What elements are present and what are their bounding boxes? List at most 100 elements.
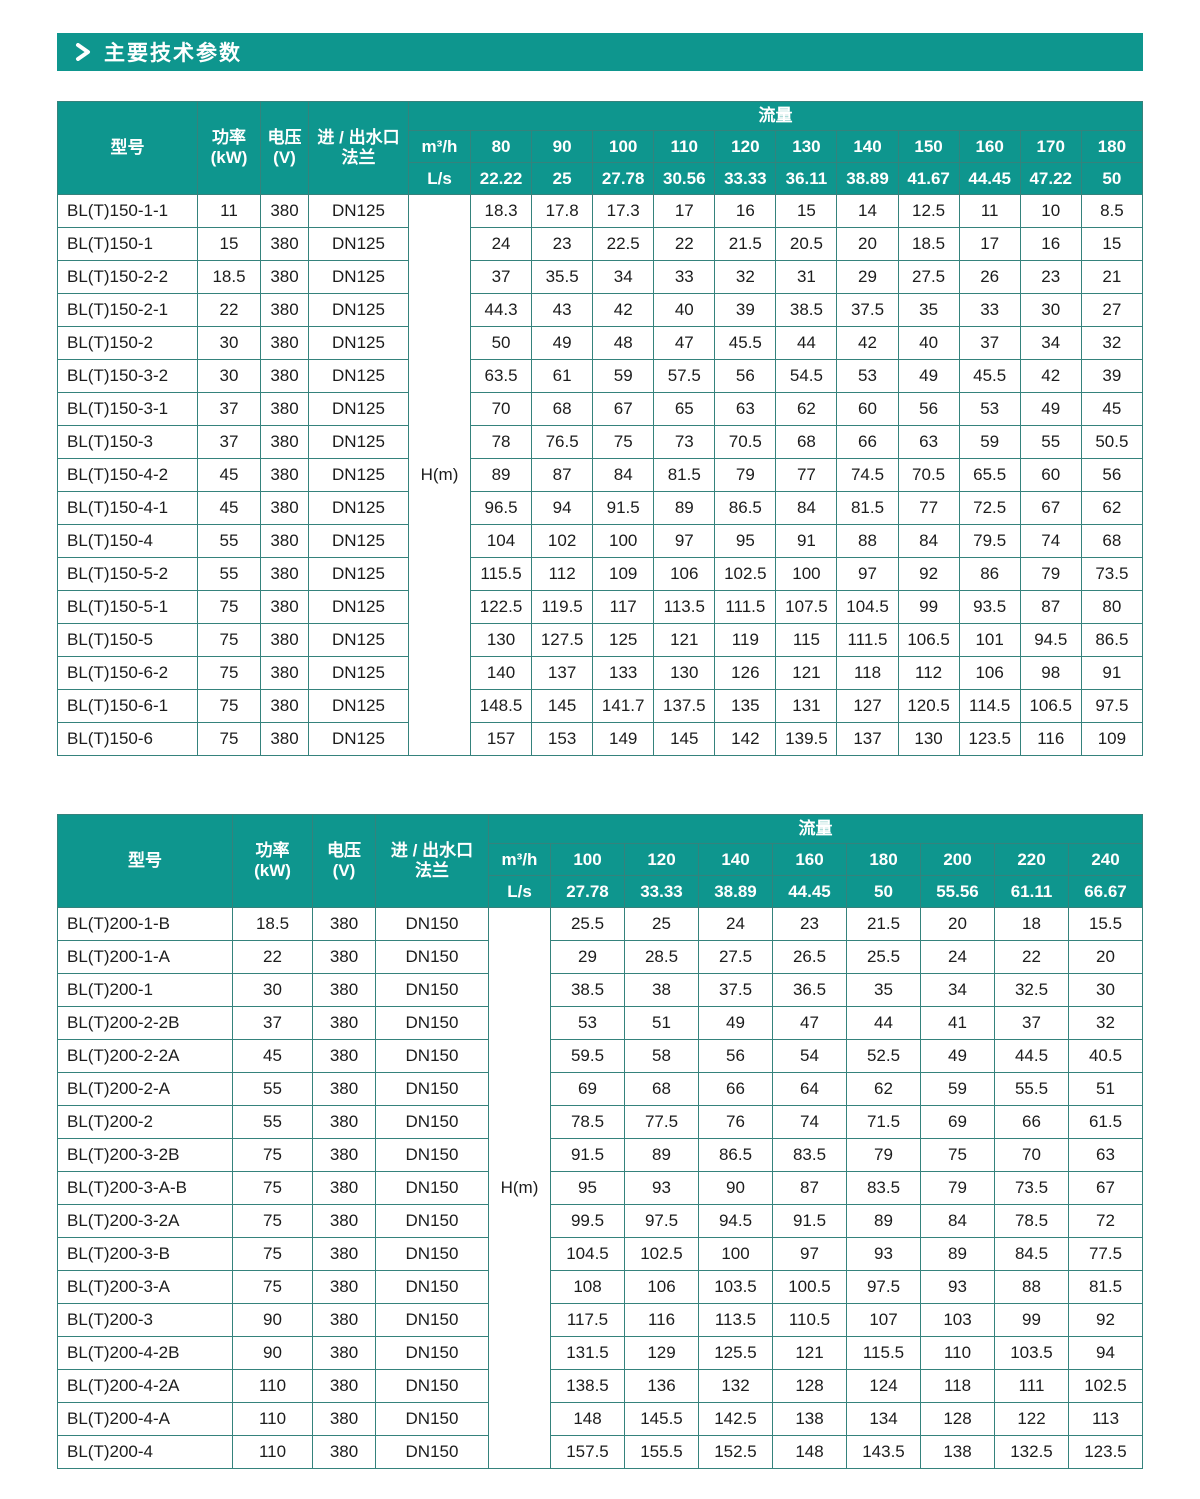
head-value-cell: 135 <box>714 689 777 723</box>
head-value-cell: 99 <box>994 1303 1069 1337</box>
flow-m3h-value: 120 <box>714 130 777 163</box>
table-row: BL(T)150-1 15 380 DN125 24 23 22.5 22 21.5 20.5 20… <box>57 227 1144 261</box>
head-value-cell: 113.5 <box>653 590 716 624</box>
head-value-cell: 149 <box>592 722 655 756</box>
head-value-cell: 84 <box>920 1204 995 1238</box>
table-row: BL(T)150-5 75 380 DN125 130 127.5 125 121 119 115… <box>57 623 1144 657</box>
head-value-cell: 35.5 <box>531 260 594 294</box>
head-value-cell: 91.5 <box>772 1204 847 1238</box>
power-cell: 75 <box>197 722 261 756</box>
head-value-cell: 17.3 <box>592 194 655 228</box>
head-value-cell: 122.5 <box>469 590 533 624</box>
head-value-cell: 62 <box>1080 491 1144 525</box>
head-value-cell: 20 <box>920 907 995 941</box>
flow-m3h-value: 80 <box>469 130 533 163</box>
head-value-cell: 86.5 <box>698 1138 773 1172</box>
flange-cell: DN150 <box>375 1204 489 1238</box>
head-value-cell: 130 <box>653 656 716 690</box>
flow-m3h-value: 200 <box>920 843 995 876</box>
voltage-cell: 380 <box>260 260 309 294</box>
head-value-cell: 108 <box>550 1270 625 1304</box>
power-cell: 90 <box>232 1336 313 1370</box>
head-value-cell: 86.5 <box>1080 623 1144 657</box>
table-row: BL(T)200-4-2A 110 380 DN150 138.5 136 132 128 12… <box>57 1369 1143 1403</box>
head-value-cell: 21 <box>1080 260 1144 294</box>
head-value-cell: 27.5 <box>698 940 773 974</box>
head-value-cell: 123.5 <box>958 722 1021 756</box>
head-value-cell: 78 <box>469 425 533 459</box>
header-flow: 流量 <box>488 814 1143 844</box>
head-value-cell: 126 <box>714 656 777 690</box>
head-value-cell: 79 <box>846 1138 921 1172</box>
flow-m3h-value: 160 <box>772 843 847 876</box>
model-cell: BL(T)200-3-2A <box>57 1204 233 1238</box>
model-cell: BL(T)150-5-2 <box>57 557 198 591</box>
voltage-cell: 380 <box>312 940 376 974</box>
power-cell: 75 <box>232 1138 313 1172</box>
head-value-cell: 52.5 <box>846 1039 921 1073</box>
head-value-cell: 18.3 <box>469 194 533 228</box>
head-value-cell: 88 <box>836 524 899 558</box>
head-value-cell: 133 <box>592 656 655 690</box>
power-cell: 30 <box>197 326 261 360</box>
head-value-cell: 100.5 <box>772 1270 847 1304</box>
header-unit-ls: L/s <box>488 875 551 908</box>
head-value-cell: 66 <box>698 1072 773 1106</box>
head-value-cell: 31 <box>775 260 838 294</box>
head-value-cell: 93 <box>846 1237 921 1271</box>
head-value-cell: 59 <box>958 425 1021 459</box>
head-value-cell: 106 <box>958 656 1021 690</box>
head-value-cell: 69 <box>550 1072 625 1106</box>
voltage-cell: 380 <box>260 359 309 393</box>
head-value-cell: 50.5 <box>1080 425 1144 459</box>
head-value-cell: 119 <box>714 623 777 657</box>
flange-cell: DN150 <box>375 940 489 974</box>
head-value-cell: 29 <box>836 260 899 294</box>
head-value-cell: 37.5 <box>698 973 773 1007</box>
head-value-cell: 123.5 <box>1068 1435 1143 1469</box>
flange-cell: DN150 <box>375 1303 489 1337</box>
head-value-cell: 49 <box>920 1039 995 1073</box>
head-value-cell: 53 <box>958 392 1021 426</box>
head-value-cell: 130 <box>469 623 533 657</box>
head-value-cell: 40.5 <box>1068 1039 1143 1073</box>
head-value-cell: 97 <box>836 557 899 591</box>
table-row: BL(T)200-4 110 380 DN150 157.5 155.5 152.5 148 1… <box>57 1435 1143 1469</box>
voltage-cell: 380 <box>312 1369 376 1403</box>
voltage-cell: 380 <box>260 491 309 525</box>
power-cell: 45 <box>197 458 261 492</box>
power-cell: 30 <box>232 973 313 1007</box>
head-value-cell: 136 <box>624 1369 699 1403</box>
head-value-cell: 110.5 <box>772 1303 847 1337</box>
power-cell: 90 <box>232 1303 313 1337</box>
head-value-cell: 89 <box>920 1237 995 1271</box>
voltage-cell: 380 <box>260 689 309 723</box>
flow-ls-value: 47.22 <box>1019 162 1082 195</box>
head-value-cell: 38.5 <box>775 293 838 327</box>
head-value-cell: 137.5 <box>653 689 716 723</box>
head-value-cell: 30 <box>1019 293 1082 327</box>
head-value-cell: 44.3 <box>469 293 533 327</box>
voltage-cell: 380 <box>260 590 309 624</box>
flange-cell: DN150 <box>375 1006 489 1040</box>
head-value-cell: 37 <box>994 1006 1069 1040</box>
model-cell: BL(T)150-4-1 <box>57 491 198 525</box>
head-value-cell: 41 <box>920 1006 995 1040</box>
head-value-cell: 63 <box>714 392 777 426</box>
head-value-cell: 111 <box>994 1369 1069 1403</box>
head-value-cell: 77 <box>897 491 960 525</box>
head-value-cell: 89 <box>653 491 716 525</box>
flow-m3h-value: 100 <box>592 130 655 163</box>
flow-m3h-value: 140 <box>698 843 773 876</box>
head-value-cell: 134 <box>846 1402 921 1436</box>
head-value-cell: 65.5 <box>958 458 1021 492</box>
table-row: BL(T)150-5-2 55 380 DN125 115.5 112 109 106 102.… <box>57 557 1144 591</box>
table-row: BL(T)200-3-A 75 380 DN150 108 106 103.5 100.5 97… <box>57 1270 1143 1304</box>
head-value-cell: 89 <box>624 1138 699 1172</box>
flange-cell: DN150 <box>375 1336 489 1370</box>
head-value-cell: 96.5 <box>469 491 533 525</box>
header-flow: 流量 <box>408 101 1143 131</box>
head-value-cell: 18.5 <box>897 227 960 261</box>
head-value-cell: 32 <box>1068 1006 1143 1040</box>
voltage-cell: 380 <box>260 392 309 426</box>
